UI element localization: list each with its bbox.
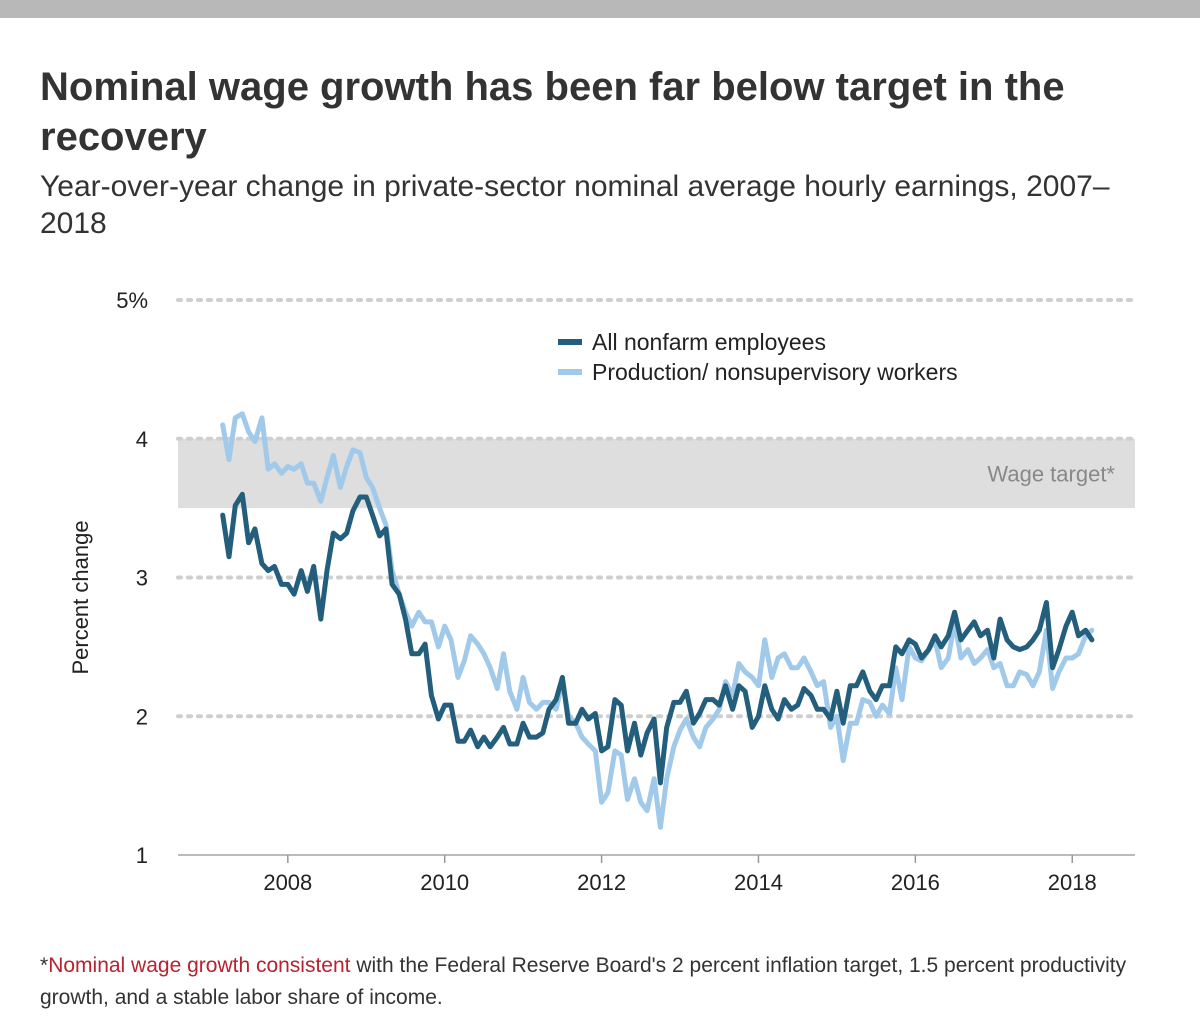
series-line-all-nonfarm [220, 491, 1095, 786]
y-tick-label: 3 [136, 566, 148, 591]
x-tick-label: 2010 [420, 870, 469, 895]
footnote-asterisk: * [40, 954, 49, 977]
x-tick-label: 2016 [891, 870, 940, 895]
x-tick-label: 2018 [1048, 870, 1097, 895]
footnote-text: with the Federal Reserve Board's 2 perce… [40, 954, 1127, 1009]
y-tick-label: 4 [136, 427, 148, 452]
legend-label: All nonfarm employees [592, 329, 826, 355]
legend-label: Production/ nonsupervisory workers [592, 359, 958, 385]
chart-subtitle: Year-over-year change in private-sector … [40, 170, 1110, 240]
x-tick-label: 2014 [734, 870, 783, 895]
top-bar [0, 0, 1200, 18]
x-tick-label: 2012 [577, 870, 626, 895]
y-tick-label: 1 [136, 843, 148, 868]
footnote-link[interactable]: Nominal wage growth consistent [48, 954, 351, 977]
chart-title: Nominal wage growth has been far below t… [40, 65, 1065, 159]
line-chart: Wage target* 1 2 3 4 5% 2008 2010 2012 2014 2016 20… [68, 288, 1137, 895]
wage-target-label: Wage target* [987, 461, 1115, 486]
x-tick-label: 2008 [263, 870, 312, 895]
footnote: *Nominal wage growth consistent with the… [40, 950, 1160, 1014]
y-tick-label: 5% [116, 288, 148, 313]
series-line-production [220, 411, 1095, 830]
y-tick-label: 2 [136, 704, 148, 729]
y-axis-label: Percent change [68, 520, 93, 674]
